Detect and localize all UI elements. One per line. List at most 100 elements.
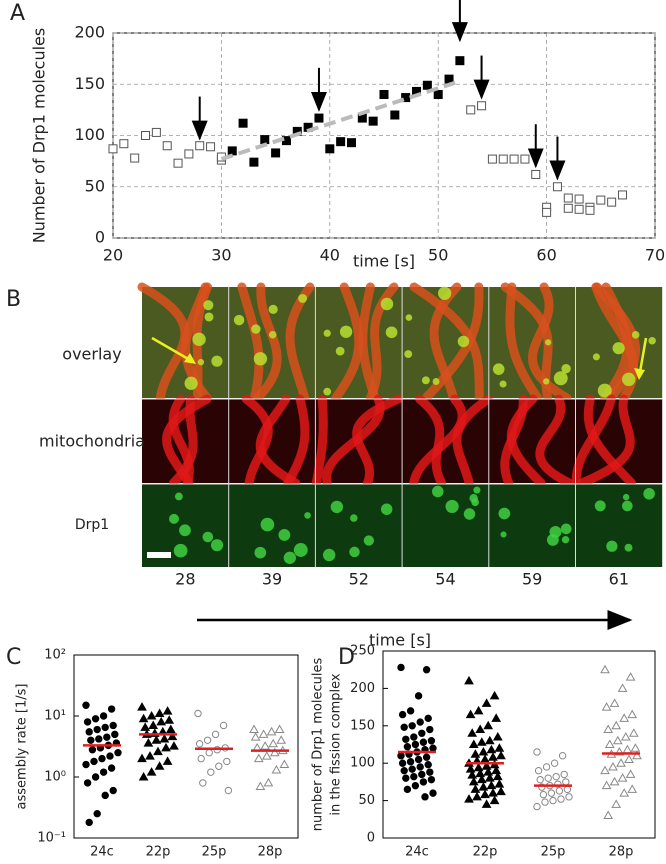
data-point bbox=[143, 738, 154, 747]
data-point bbox=[314, 113, 324, 123]
data-point bbox=[140, 722, 151, 731]
data-point bbox=[481, 761, 492, 770]
data-point bbox=[549, 796, 557, 805]
mitochondrion bbox=[535, 394, 574, 488]
data-point bbox=[400, 766, 408, 775]
data-point bbox=[554, 780, 562, 788]
data-point bbox=[164, 715, 175, 724]
y-tick-label: 150 bbox=[350, 718, 375, 733]
drp1-spot bbox=[463, 508, 476, 520]
y-tick-label: 10⁰ bbox=[44, 770, 66, 785]
drp1-spot bbox=[211, 355, 223, 367]
drp1-spot bbox=[260, 517, 275, 532]
data-point bbox=[162, 756, 173, 765]
drp1-spot bbox=[174, 492, 183, 501]
drp1-spot bbox=[233, 314, 245, 326]
drp1-spot bbox=[192, 332, 206, 347]
data-point bbox=[414, 755, 423, 764]
x-tick-label: 22p bbox=[473, 845, 498, 860]
data-point bbox=[476, 774, 487, 784]
mitochondrion bbox=[415, 394, 447, 488]
drp1-spot bbox=[421, 376, 430, 385]
data-point bbox=[491, 713, 502, 722]
data-point bbox=[249, 724, 259, 734]
data-point bbox=[266, 726, 277, 736]
data-point bbox=[422, 753, 431, 761]
data-point bbox=[274, 724, 285, 734]
data-point bbox=[85, 818, 93, 827]
mitochondrion bbox=[409, 394, 467, 488]
data-point bbox=[410, 772, 418, 781]
data-point bbox=[268, 738, 279, 748]
data-point bbox=[162, 706, 173, 715]
data-point bbox=[87, 736, 95, 744]
data-point bbox=[481, 698, 492, 707]
row-label: overlay bbox=[62, 345, 121, 364]
drp1-spot bbox=[323, 329, 331, 337]
data-point bbox=[565, 793, 573, 801]
data-point bbox=[91, 773, 100, 781]
data-point bbox=[258, 729, 269, 738]
data-point bbox=[146, 767, 157, 776]
data-point bbox=[169, 741, 179, 750]
data-point bbox=[219, 721, 228, 730]
data-point bbox=[114, 749, 122, 757]
data-point bbox=[617, 190, 627, 200]
drp1-spot bbox=[445, 499, 459, 514]
data-point bbox=[601, 702, 612, 711]
drp1-spot bbox=[173, 543, 188, 558]
drp1-spot bbox=[169, 513, 179, 524]
data-point bbox=[483, 720, 494, 730]
drp1-spot bbox=[621, 500, 633, 512]
data-point bbox=[109, 721, 117, 730]
data-point bbox=[611, 799, 622, 808]
data-point bbox=[418, 729, 426, 737]
data-point bbox=[207, 768, 215, 776]
data-point bbox=[464, 794, 474, 803]
data-point bbox=[496, 750, 506, 760]
data-point bbox=[165, 724, 176, 734]
data-point bbox=[173, 158, 183, 168]
data-point bbox=[472, 791, 482, 801]
x-tick-label: 20 bbox=[103, 246, 123, 265]
drp1-spot bbox=[404, 350, 413, 358]
x-tick-label: 30 bbox=[211, 246, 231, 265]
data-point bbox=[480, 754, 490, 763]
data-point bbox=[481, 799, 492, 808]
data-point bbox=[269, 747, 280, 757]
drp1-spot bbox=[363, 535, 374, 546]
drp1-spot bbox=[323, 387, 332, 396]
mitochondrion bbox=[283, 394, 310, 488]
data-point bbox=[145, 751, 155, 760]
x-tick-label: 25p bbox=[202, 845, 227, 860]
drp1-spot bbox=[204, 312, 214, 322]
data-point bbox=[470, 784, 481, 793]
x-axis-label: time [s] bbox=[353, 252, 415, 271]
drp1-spot bbox=[203, 300, 214, 311]
mitochondrion bbox=[255, 394, 301, 488]
data-point bbox=[411, 740, 420, 749]
data-point bbox=[195, 740, 204, 748]
panel-letter: C bbox=[6, 645, 21, 670]
data-point bbox=[539, 790, 548, 799]
data-point bbox=[101, 723, 109, 732]
trend-line bbox=[220, 79, 461, 161]
data-point bbox=[617, 683, 628, 692]
mitochondrion bbox=[577, 394, 635, 488]
data-point bbox=[215, 762, 223, 770]
data-point bbox=[476, 737, 487, 746]
scale-bar bbox=[147, 552, 171, 558]
drp1-spot bbox=[283, 551, 296, 564]
data-point bbox=[103, 733, 111, 741]
data-point bbox=[107, 764, 116, 772]
x-tick-label: 40 bbox=[320, 246, 340, 265]
data-point bbox=[159, 733, 170, 743]
data-point bbox=[427, 775, 436, 784]
mitochondrion bbox=[162, 394, 212, 488]
drp1-spot bbox=[594, 500, 606, 512]
data-point bbox=[467, 770, 478, 779]
data-point bbox=[260, 135, 270, 145]
drp1-spot bbox=[251, 324, 261, 334]
drp1-spot bbox=[184, 376, 198, 390]
data-point bbox=[400, 723, 408, 731]
